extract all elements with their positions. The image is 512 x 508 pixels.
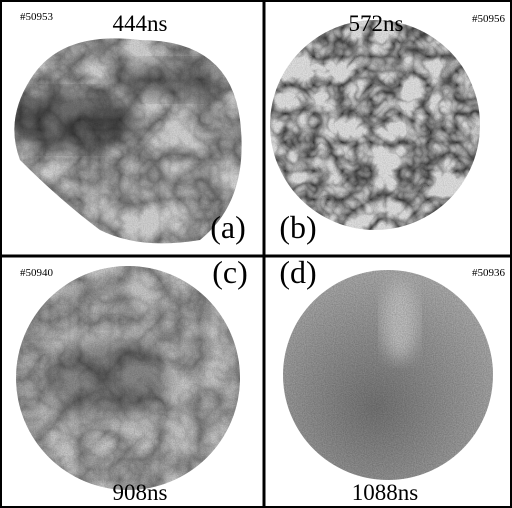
shot-number: #50956 [472, 13, 506, 25]
shot-number: #50936 [472, 267, 506, 279]
shot-number: #50940 [20, 267, 54, 279]
shot-number: #50953 [20, 11, 54, 23]
time-label: 1088ns [352, 480, 419, 505]
time-label: 444ns [113, 11, 168, 36]
panel-label: (a) [210, 209, 246, 245]
time-label: 908ns [113, 480, 168, 505]
panel-label: (d) [279, 254, 316, 290]
time-label: 572ns [349, 11, 404, 36]
panel-label: (c) [212, 254, 248, 290]
panel-label: (b) [279, 209, 316, 245]
figure: #50953 444ns (a) 572ns #50956 (b) #50940… [0, 0, 512, 508]
